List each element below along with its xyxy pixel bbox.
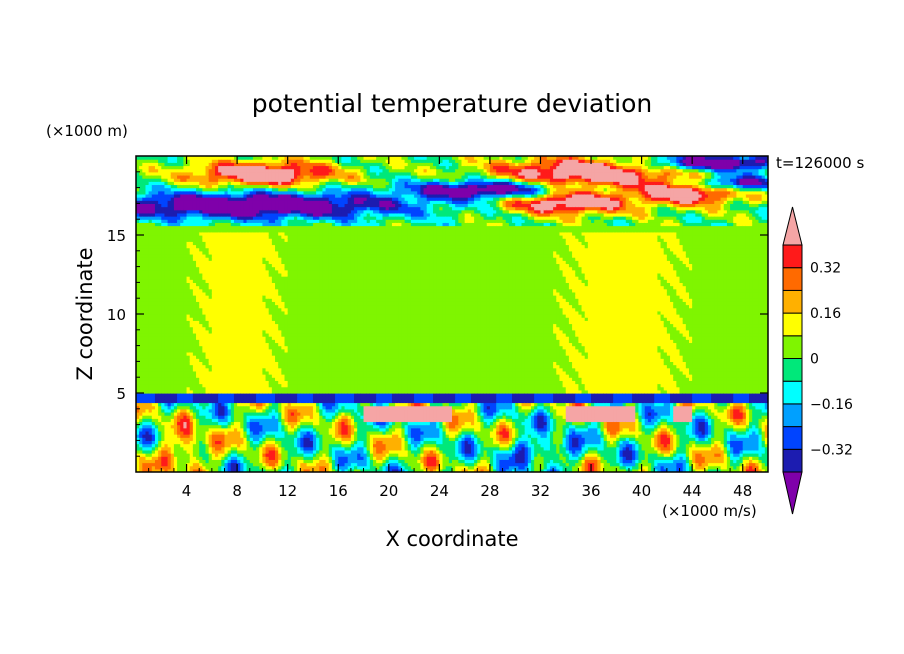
- x-tick: 48: [733, 156, 752, 500]
- colorbar-swatch: [782, 358, 803, 382]
- x-tick-label: 8: [232, 482, 242, 500]
- x-tick-label: 44: [683, 482, 702, 500]
- x-tick: 40: [632, 156, 651, 500]
- colorbar-swatch: [782, 289, 803, 314]
- y-tick-label: 5: [116, 385, 126, 403]
- colorbar-swatch: [782, 403, 803, 428]
- colorbar-swatch: [782, 244, 803, 269]
- colorbar-swatch: [782, 335, 803, 359]
- x-tick-label: 36: [581, 482, 600, 500]
- colorbar-swatch: [782, 448, 803, 473]
- colorbar-label: 0: [810, 352, 819, 368]
- x-tick: 20: [379, 156, 398, 500]
- x-tick: 36: [581, 156, 601, 500]
- y-tick: 5: [116, 385, 768, 403]
- x-tick: 16: [329, 156, 348, 500]
- x-tick: 28: [480, 156, 499, 500]
- y-tick: 15: [107, 227, 768, 245]
- y-tick-label: 10: [107, 306, 126, 324]
- colorbar-label: 0.16: [810, 306, 841, 322]
- x-axis: 4 8 12 16 20 24 28 32 36 40 44 48: [148, 156, 769, 500]
- y-tick-label: 15: [107, 227, 126, 245]
- colorbar-swatch: [782, 312, 803, 337]
- colorbar-label: −0.16: [810, 397, 853, 413]
- colorbar-swatch: [782, 426, 803, 450]
- y-axis: 5 10 15: [107, 171, 768, 457]
- x-tick-label: 20: [379, 482, 398, 500]
- x-tick-label: 32: [531, 482, 550, 500]
- colorbar-swatch: [782, 267, 803, 291]
- x-tick: 24: [430, 156, 449, 500]
- colorbar-top-arrow: [782, 206, 803, 246]
- x-tick-label: 4: [182, 482, 192, 500]
- x-tick-label: 16: [329, 482, 348, 500]
- y-tick: 10: [107, 306, 768, 324]
- x-tick: 32: [531, 156, 550, 500]
- time-label: t=126000 s: [776, 154, 864, 172]
- x-tick: 44: [683, 156, 702, 500]
- colorbar-swatch: [782, 380, 803, 405]
- x-tick-label: 40: [632, 482, 651, 500]
- x-tick: 8: [232, 156, 242, 500]
- x-tick-label: 24: [430, 482, 449, 500]
- plot-area: [136, 156, 768, 472]
- y-unit-label: (×1000 m): [46, 122, 128, 140]
- colorbar-label: 0.32: [810, 261, 841, 277]
- chart-title: potential temperature deviation: [252, 89, 652, 118]
- x-axis-label: X coordinate: [385, 527, 518, 551]
- x-tick-label: 48: [733, 482, 752, 500]
- x-tick-label: 28: [480, 482, 499, 500]
- x-tick-label: 12: [278, 482, 297, 500]
- y-axis-label: Z coordinate: [73, 247, 97, 380]
- x-unit-label: (×1000 m/s): [662, 502, 757, 520]
- colorbar-bottom-arrow: [782, 471, 803, 515]
- colorbar-label: −0.32: [810, 442, 853, 458]
- colorbar: 0.32 0.16 0 −0.16 −0.32: [782, 206, 853, 515]
- x-tick: 4: [182, 156, 192, 500]
- x-tick: 12: [278, 156, 297, 500]
